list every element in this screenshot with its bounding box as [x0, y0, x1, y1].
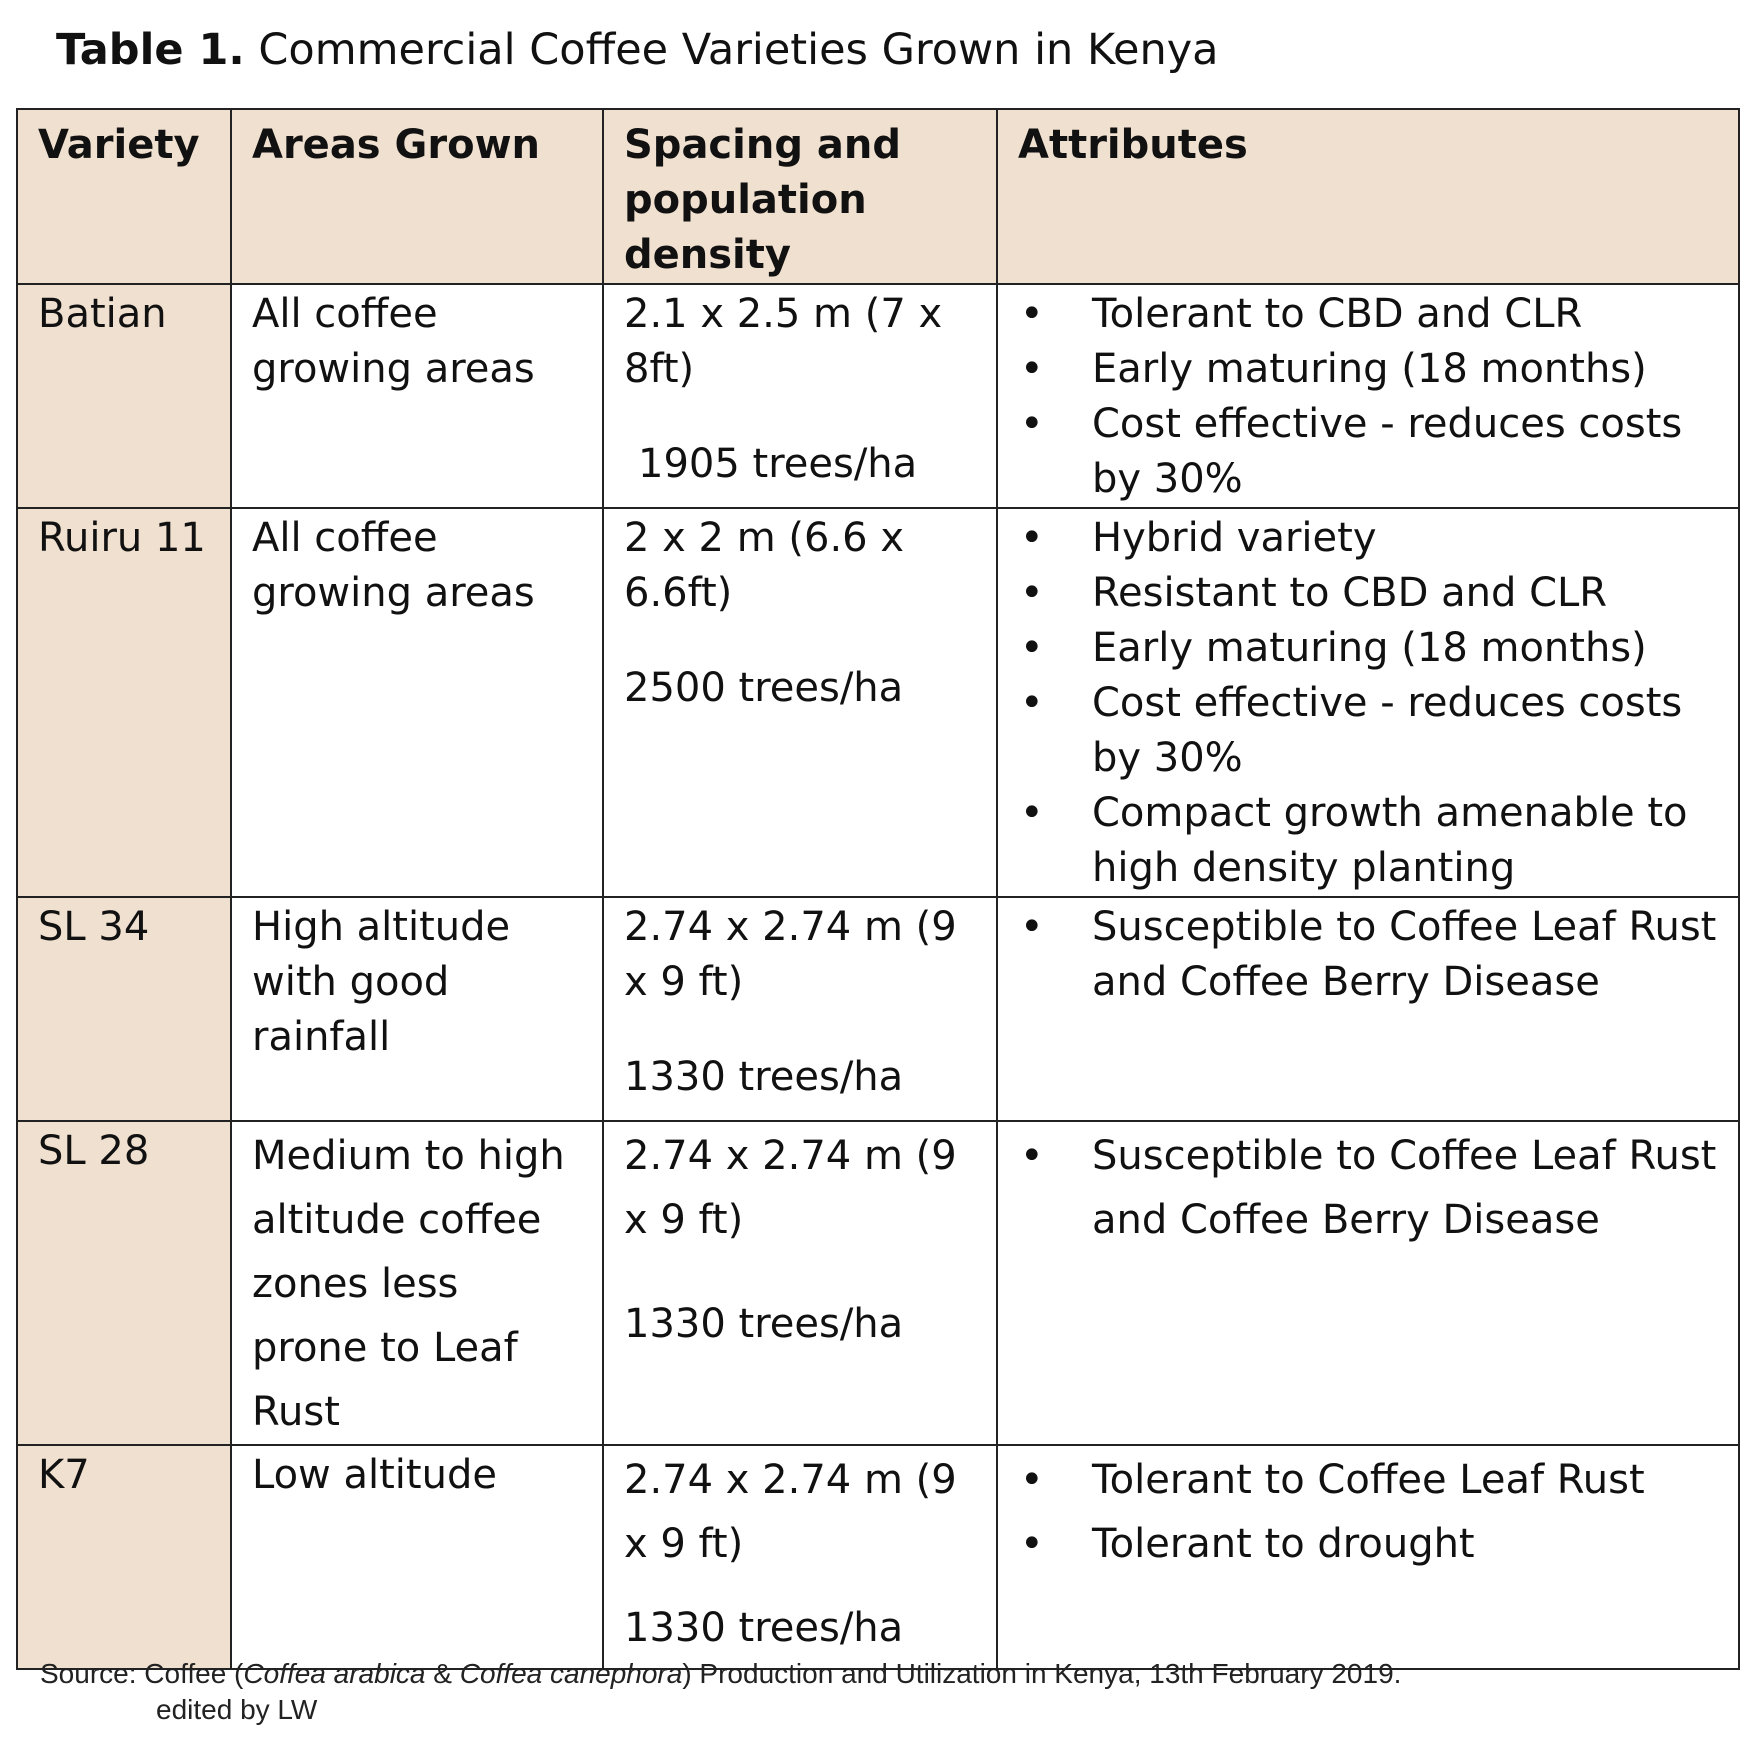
header-areas-grown: Areas Grown: [230, 108, 604, 285]
attributes-list: Tolerant to CBD and CLR Early maturing (…: [1018, 287, 1720, 507]
table-row: SL 34 High altitude with good rainfall 2…: [16, 896, 1740, 1122]
coffee-varieties-table: Variety Areas Grown Spacing and populati…: [16, 108, 1740, 1670]
spacing-value: 2 x 2 m (6.6 x 6.6ft): [624, 515, 904, 616]
attributes-list: Susceptible to Coffee Leaf Rust and Coff…: [1018, 1124, 1720, 1252]
source-species-arabica: Coffea arabica: [243, 1658, 426, 1689]
spacing-value: 2.74 x 2.74 m (9 x 9 ft): [624, 1133, 957, 1243]
header-spacing-density: Spacing and population density: [602, 108, 998, 285]
attribute-item: Susceptible to Coffee Leaf Rust and Coff…: [1018, 900, 1720, 1010]
spacing-value: 2.74 x 2.74 m (9 x 9 ft): [624, 1457, 957, 1567]
attributes-list: Hybrid variety Resistant to CBD and CLR …: [1018, 511, 1720, 896]
density-value: 2500 trees/ha: [624, 665, 904, 711]
variety-cell: SL 34: [16, 896, 232, 1122]
spacing-value: 2.1 x 2.5 m (7 x 8ft): [624, 291, 943, 392]
attributes-cell: Tolerant to CBD and CLR Early maturing (…: [996, 283, 1740, 509]
attributes-cell: Tolerant to Coffee Leaf Rust Tolerant to…: [996, 1444, 1740, 1670]
source-prefix: Source: Coffee (: [40, 1658, 244, 1689]
attribute-item: Hybrid variety: [1018, 511, 1720, 566]
table-row: Ruiru 11 All coffee growing areas 2 x 2 …: [16, 507, 1740, 898]
attribute-item: Early maturing (18 months): [1018, 342, 1720, 397]
table-caption: Table 1. Commercial Coffee Varieties Gro…: [56, 22, 1219, 78]
variety-cell: Batian: [16, 283, 232, 509]
attribute-item: Cost effective - reduces costs by 30%: [1018, 676, 1720, 786]
attributes-cell: Susceptible to Coffee Leaf Rust and Coff…: [996, 896, 1740, 1122]
spacing-cell: 2.74 x 2.74 m (9 x 9 ft) 1330 trees/ha: [602, 1120, 998, 1446]
density-value: 1905 trees/ha: [638, 441, 918, 487]
attribute-item: Compact growth amenable to high density …: [1018, 786, 1720, 896]
attribute-item: Cost effective - reduces costs by 30%: [1018, 397, 1720, 507]
areas-cell: Low altitude: [230, 1444, 604, 1670]
variety-cell: Ruiru 11: [16, 507, 232, 898]
spacing-cell: 2.1 x 2.5 m (7 x 8ft) 1905 trees/ha: [602, 283, 998, 509]
source-species-canephora: Coffea canephora: [459, 1658, 683, 1689]
attribute-item: Susceptible to Coffee Leaf Rust and Coff…: [1018, 1124, 1720, 1252]
attribute-item: Tolerant to CBD and CLR: [1018, 287, 1720, 342]
spacing-value: 2.74 x 2.74 m (9 x 9 ft): [624, 904, 957, 1005]
attribute-item: Early maturing (18 months): [1018, 621, 1720, 676]
source-edited-by: edited by LW: [156, 1694, 318, 1725]
attributes-list: Tolerant to Coffee Leaf Rust Tolerant to…: [1018, 1448, 1720, 1576]
density-value: 1330 trees/ha: [624, 1054, 904, 1100]
spacing-cell: 2 x 2 m (6.6 x 6.6ft) 2500 trees/ha: [602, 507, 998, 898]
spacing-cell: 2.74 x 2.74 m (9 x 9 ft) 1330 trees/ha: [602, 1444, 998, 1670]
areas-cell: Medium to high altitude coffee zones les…: [230, 1120, 604, 1446]
source-note: Source: Coffee (Coffea arabica & Coffea …: [40, 1656, 1401, 1728]
attribute-item: Tolerant to drought: [1018, 1512, 1720, 1576]
attribute-item: Resistant to CBD and CLR: [1018, 566, 1720, 621]
attributes-list: Susceptible to Coffee Leaf Rust and Coff…: [1018, 900, 1720, 1010]
table-row: K7 Low altitude 2.74 x 2.74 m (9 x 9 ft)…: [16, 1444, 1740, 1670]
density-value: 1330 trees/ha: [624, 1605, 904, 1651]
table-row: SL 28 Medium to high altitude coffee zon…: [16, 1120, 1740, 1446]
areas-cell: All coffee growing areas: [230, 283, 604, 509]
header-variety: Variety: [16, 108, 232, 285]
table-caption-title: Commercial Coffee Varieties Grown in Ken…: [258, 25, 1219, 75]
attributes-cell: Susceptible to Coffee Leaf Rust and Coff…: [996, 1120, 1740, 1446]
table-header-row: Variety Areas Grown Spacing and populati…: [16, 108, 1740, 285]
areas-cell: High altitude with good rainfall: [230, 896, 604, 1122]
variety-cell: SL 28: [16, 1120, 232, 1446]
header-attributes: Attributes: [996, 108, 1740, 285]
attributes-cell: Hybrid variety Resistant to CBD and CLR …: [996, 507, 1740, 898]
attribute-item: Tolerant to Coffee Leaf Rust: [1018, 1448, 1720, 1512]
source-ampersand: &: [425, 1658, 460, 1689]
table-row: Batian All coffee growing areas 2.1 x 2.…: [16, 283, 1740, 509]
source-suffix: ) Production and Utilization in Kenya, 1…: [682, 1658, 1402, 1689]
table-caption-label: Table 1.: [56, 25, 245, 75]
density-value: 1330 trees/ha: [624, 1301, 904, 1347]
areas-cell: All coffee growing areas: [230, 507, 604, 898]
variety-cell: K7: [16, 1444, 232, 1670]
spacing-cell: 2.74 x 2.74 m (9 x 9 ft) 1330 trees/ha: [602, 896, 998, 1122]
